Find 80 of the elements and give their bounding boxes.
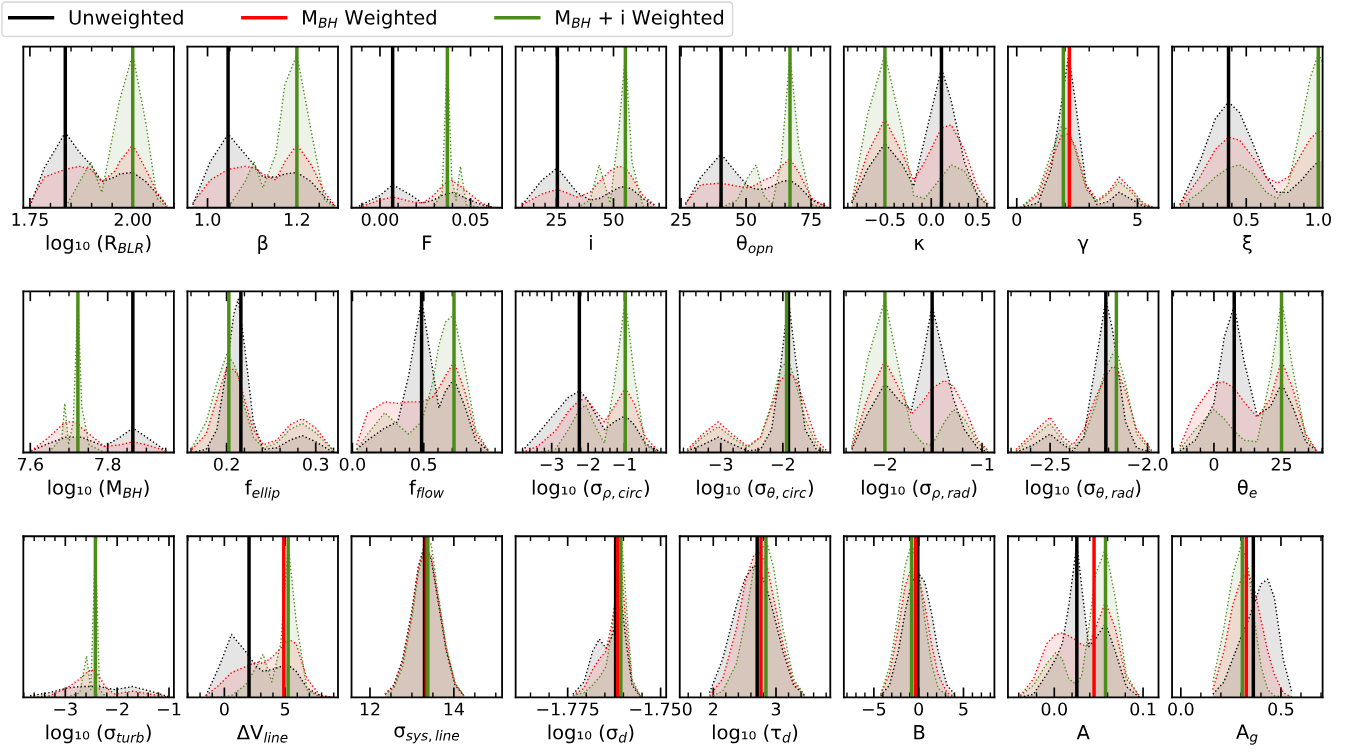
x-tick-label: 5: [1133, 213, 1142, 227]
x-tick-label: 0: [914, 702, 924, 716]
x-tick-label: −1.775: [537, 702, 599, 716]
x-tick-label: 1.0: [195, 212, 221, 227]
x-tick-label: 2: [709, 702, 718, 716]
x-tick-label: 1.0: [1306, 212, 1331, 227]
x-tick-label: −2: [873, 457, 896, 471]
x-tick-label: −1: [158, 702, 181, 716]
x-tick-label: −2.5: [1030, 457, 1070, 471]
x-tick-label: 7.6: [17, 457, 43, 471]
x-axis-title: log₁₀ (σ$_{θ,rad}$): [1026, 479, 1141, 500]
x-axis-title: κ: [915, 239, 925, 250]
x-axis-title: A$_{g}$: [1236, 724, 1258, 745]
x-tick-label: 0.5: [411, 457, 437, 471]
x-tick-label: −3: [709, 457, 733, 471]
x-tick-label: −1: [971, 457, 994, 471]
x-axis-title: log₁₀ (τ$_{d}$): [713, 724, 798, 744]
x-tick-label: 0: [219, 702, 229, 716]
x-axis-title: f$_{ellip}$: [245, 479, 280, 501]
x-tick-label: 5: [280, 702, 290, 716]
x-tick-label: 12: [360, 702, 380, 716]
x-tick-label: −2: [577, 457, 600, 471]
x-tick-label: 5: [959, 702, 968, 716]
x-tick-label: −3: [54, 702, 77, 716]
x-tick-label: −5: [862, 702, 886, 716]
x-axis-title: F: [423, 235, 432, 250]
x-tick-label: 2.00: [114, 212, 151, 227]
x-axis-title: ΔV$_{line}$: [236, 725, 288, 743]
x-axis-title: log₁₀ (σ$_{ρ,circ}$): [532, 479, 649, 501]
x-tick-label: 0.5: [1268, 702, 1294, 716]
x-tick-label: 3: [771, 702, 781, 716]
x-tick-label: 0: [1209, 457, 1219, 471]
x-tick-label: 50: [736, 212, 756, 227]
x-tick-label: 0.1: [1130, 702, 1156, 716]
x-tick-label: 75: [801, 213, 821, 227]
x-tick-label: 14: [444, 702, 464, 716]
x-axis-title: ξ: [1242, 234, 1252, 254]
x-tick-label: −1.750: [630, 702, 692, 716]
x-axis-title: θ$_{opn}$: [736, 234, 773, 256]
x-axis-title: f$_{flow}$: [409, 479, 444, 498]
x-axis-title: θ$_{e}$: [1237, 479, 1257, 498]
x-tick-label: 0.5: [1233, 212, 1259, 227]
legend-label: M$_{BH}$ Weighted: [303, 9, 436, 29]
x-tick-label: 1.75: [12, 213, 48, 227]
x-tick-label: −2: [771, 457, 794, 471]
x-axis-title: log₁₀ (R$_{BLR}$): [46, 234, 151, 254]
x-axis-title: log₁₀ (σ$_{ρ,rad}$): [862, 479, 977, 501]
x-tick-label: −2.0: [1128, 457, 1168, 471]
x-tick-label: 0.0: [918, 212, 944, 227]
x-tick-label: 0.5: [964, 212, 990, 227]
x-tick-label: −2: [106, 702, 129, 716]
x-tick-label: 0.0: [339, 457, 366, 471]
x-axis-title: log₁₀ (σ$_{d}$): [548, 724, 634, 744]
x-axis-title: A: [1076, 725, 1090, 740]
x-axis-title: log₁₀ (M$_{BH}$): [48, 479, 149, 499]
x-tick-label: 0: [1012, 212, 1022, 227]
x-axis-title: β: [258, 234, 268, 254]
x-axis-title: log₁₀ (σ$_{turb}$): [46, 724, 151, 744]
x-axis-title: B: [914, 725, 925, 740]
x-tick-label: 0.0: [1168, 702, 1194, 716]
legend-label: M$_{BH}$ + i Weighted: [556, 9, 724, 29]
x-tick-label: −1: [613, 457, 636, 471]
x-tick-label: 0.3: [303, 457, 329, 471]
x-tick-label: 0.2: [213, 457, 239, 471]
x-tick-label: 50: [603, 212, 624, 227]
x-tick-label: 7.8: [95, 457, 121, 471]
x-tick-label: −0.5: [865, 212, 905, 227]
x-tick-label: 0.0: [1041, 702, 1067, 716]
x-axis-title: σ$_{sys,line}$: [394, 726, 460, 744]
x-axis-title: i: [590, 234, 592, 250]
x-tick-label: −3: [540, 457, 564, 471]
legend-label: Unweighted: [69, 9, 183, 29]
x-tick-label: 0.00: [361, 212, 399, 227]
x-tick-label: 25: [546, 212, 566, 227]
x-axis-title: γ: [1077, 239, 1089, 254]
x-tick-label: 25: [1271, 457, 1292, 471]
x-tick-label: 1.2: [284, 212, 309, 226]
x-tick-label: 25: [671, 212, 691, 227]
x-axis-title: log₁₀ (σ$_{θ,circ}$): [697, 479, 813, 500]
x-tick-label: 0.05: [452, 212, 489, 227]
